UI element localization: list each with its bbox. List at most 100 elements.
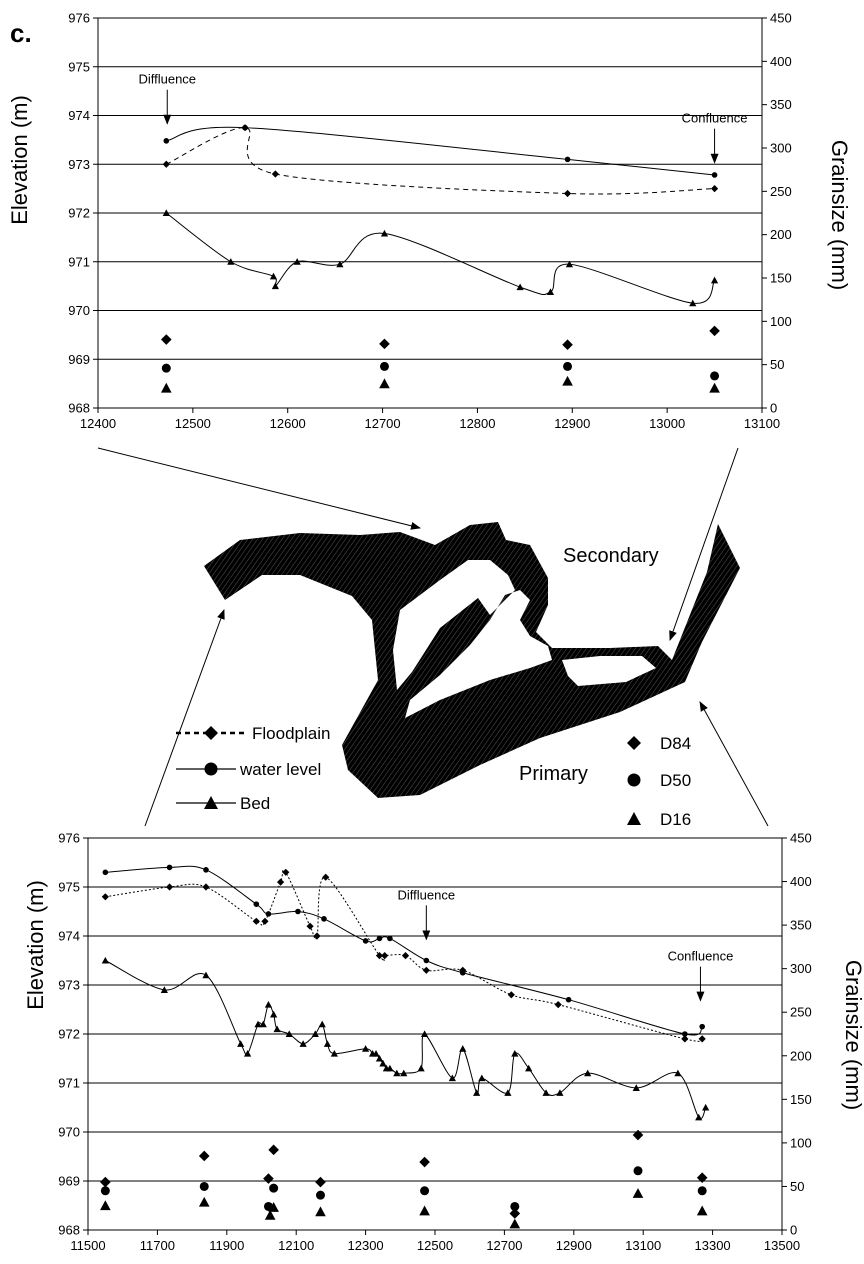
top-d50-point — [161, 363, 171, 373]
top-water-level-line — [166, 126, 715, 176]
bottom-water-level-point — [565, 996, 572, 1003]
bottom-y2-tick-label: 150 — [790, 1092, 812, 1107]
bottom-bed-point — [270, 1010, 278, 1018]
bottom-d84-point — [100, 1176, 111, 1188]
bottom-bed-point — [674, 1069, 682, 1077]
bottom-water-level-point — [376, 935, 383, 942]
bottom-y2-tick-label: 250 — [790, 1005, 812, 1020]
top-d50-point — [379, 361, 389, 371]
bottom-y-tick-label: 971 — [58, 1076, 80, 1091]
bottom-water-level-point — [699, 1023, 705, 1030]
bottom-bed-point — [311, 1030, 319, 1038]
top-x-tick-label: 12900 — [554, 416, 590, 431]
top-y-tick-label: 976 — [68, 11, 90, 26]
bottom-d84-point — [419, 1156, 430, 1168]
top-y-tick-label: 972 — [68, 206, 90, 221]
bottom-water-level-point — [102, 869, 109, 876]
bottom-floodplain-point — [165, 883, 174, 891]
top-bed-point — [269, 272, 278, 280]
legend-floodplain-label: Floodplain — [252, 724, 330, 743]
bottom-bed-point — [584, 1069, 592, 1077]
legend-d16-label: D16 — [660, 810, 691, 829]
bottom-floodplain-point — [101, 893, 109, 901]
top-floodplain-point — [563, 189, 572, 198]
bottom-y2-tick-label: 350 — [790, 918, 812, 933]
bottom-bed-point — [379, 1059, 387, 1067]
bottom-y-tick-label: 974 — [58, 929, 80, 944]
bottom-d50-point — [697, 1186, 707, 1196]
bottom-bed-point — [556, 1089, 564, 1096]
bottom-y-tick-label: 975 — [58, 880, 80, 895]
bottom-d84-point — [268, 1144, 279, 1156]
bottom-bed-point — [504, 1089, 512, 1096]
bottom-bed-point — [525, 1064, 533, 1072]
bottom-bed-point — [372, 1050, 380, 1057]
bottom-y2-tick-label: 0 — [790, 1223, 797, 1238]
bottom-d50-point — [420, 1186, 430, 1196]
bottom-bed-point — [632, 1084, 640, 1091]
bottom-y-axis-label: Elevation (m) — [23, 880, 48, 1010]
bottom-d16-point — [268, 1202, 279, 1212]
bottom-water-level-point — [321, 916, 327, 922]
top-d84-point — [562, 339, 573, 351]
top-x-tick-label: 12600 — [270, 416, 306, 431]
bottom-water-level-point — [362, 938, 369, 944]
bottom-floodplain-point — [507, 991, 515, 999]
top-y2-tick-label: 50 — [770, 357, 784, 372]
bottom-x-tick-label: 11700 — [140, 1238, 175, 1253]
connector-arrow-top-left — [97, 447, 421, 530]
legend-d84-marker — [627, 736, 641, 750]
bottom-floodplain-point — [276, 878, 285, 886]
bottom-bed-point — [202, 971, 210, 979]
legend-d50-marker — [627, 773, 641, 787]
bottom-floodplain-point — [381, 952, 389, 960]
bottom-bed-point — [160, 986, 168, 993]
bottom-floodplain-point — [401, 952, 410, 960]
legend-d50-label: D50 — [660, 771, 691, 790]
top-y2-tick-label: 150 — [770, 271, 792, 286]
bottom-bed-point — [459, 1045, 467, 1052]
top-y2-tick-label: 100 — [770, 314, 792, 329]
bottom-y2-tick-label: 400 — [790, 874, 812, 889]
bottom-d84-point — [198, 1150, 210, 1162]
bottom-bed-point — [101, 956, 109, 964]
bottom-bed-point — [417, 1064, 425, 1072]
bottom-d16-point — [509, 1218, 521, 1229]
top-d84-point — [709, 325, 720, 337]
legend-floodplain-marker — [204, 726, 218, 740]
top-y2-tick-label: 250 — [770, 184, 792, 199]
top-water-level-point — [711, 172, 718, 178]
bottom-bed-point — [393, 1069, 401, 1077]
bottom-d16-point — [264, 1209, 276, 1220]
bottom-d84-point — [509, 1208, 521, 1219]
top-d50-point — [563, 361, 573, 371]
top-bed-point — [271, 282, 279, 290]
bottom-y2-tick-label: 50 — [790, 1179, 804, 1194]
bottom-floodplain-point — [375, 952, 384, 960]
top-bed-point — [710, 276, 719, 284]
bottom-y-tick-label: 968 — [58, 1223, 80, 1238]
top-x-tick-label: 12500 — [175, 416, 211, 431]
legend-d16-marker — [627, 812, 641, 825]
top-chart: Elevation (m) Grainsize (mm) 968 969 970 97… — [7, 11, 852, 432]
top-x-tick-label: 12800 — [459, 416, 495, 431]
bottom-y2-axis-label: Grainsize (mm) — [841, 960, 864, 1110]
bottom-y-tick-label: 972 — [58, 1027, 80, 1042]
bottom-floodplain-point — [422, 966, 430, 974]
top-y-tick-label: 970 — [68, 303, 90, 318]
bottom-floodplain-point — [252, 917, 260, 925]
top-bed-point — [565, 260, 574, 268]
top-water-level-point — [163, 138, 170, 144]
top-x-tick-label: 12700 — [364, 416, 400, 431]
bottom-x-tick-label: 12500 — [417, 1238, 453, 1253]
top-y2-tick-label: 400 — [770, 54, 792, 69]
top-y-tick-label: 975 — [68, 59, 90, 74]
top-y2-tick-label: 450 — [770, 11, 792, 26]
connector-arrow-bottom-left — [144, 609, 225, 827]
channel-map: Secondary Primary — [97, 447, 769, 827]
bottom-floodplain-point — [313, 932, 321, 940]
bottom-floodplain-point — [322, 873, 330, 881]
bottom-x-tick-label: 11900 — [209, 1238, 244, 1253]
bottom-d50-point — [510, 1201, 520, 1211]
bottom-water-level-point — [387, 935, 393, 942]
